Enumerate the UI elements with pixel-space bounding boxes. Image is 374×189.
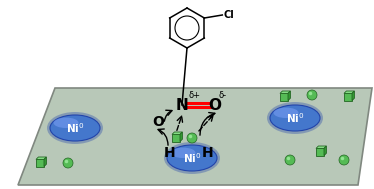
Polygon shape (280, 93, 288, 101)
Text: Ni$^0$: Ni$^0$ (183, 151, 201, 165)
Text: N: N (176, 98, 188, 112)
Circle shape (187, 133, 197, 143)
Circle shape (285, 155, 295, 165)
Polygon shape (316, 148, 324, 156)
Polygon shape (36, 159, 44, 167)
Text: H: H (164, 146, 176, 160)
Circle shape (307, 90, 317, 100)
Polygon shape (344, 91, 355, 93)
Polygon shape (44, 157, 46, 167)
Ellipse shape (267, 102, 323, 134)
Polygon shape (344, 93, 352, 101)
Polygon shape (324, 146, 327, 156)
Polygon shape (36, 157, 46, 159)
Ellipse shape (53, 118, 79, 128)
Circle shape (309, 92, 312, 95)
Ellipse shape (273, 108, 298, 118)
Text: Ni$^0$: Ni$^0$ (66, 121, 84, 135)
Circle shape (63, 158, 73, 168)
Text: Ni$^0$: Ni$^0$ (286, 111, 304, 125)
Circle shape (341, 157, 344, 160)
Polygon shape (18, 88, 372, 185)
Text: δ+: δ+ (189, 91, 201, 101)
Ellipse shape (167, 145, 217, 171)
Ellipse shape (171, 148, 196, 158)
Polygon shape (172, 132, 183, 134)
Ellipse shape (50, 115, 100, 141)
Text: O: O (208, 98, 221, 112)
Ellipse shape (47, 112, 103, 144)
Polygon shape (180, 132, 183, 142)
Circle shape (65, 160, 68, 163)
Polygon shape (288, 91, 290, 101)
Polygon shape (316, 146, 327, 148)
Text: H: H (202, 146, 214, 160)
Text: Cl: Cl (223, 10, 234, 20)
Ellipse shape (270, 105, 320, 131)
Polygon shape (352, 91, 355, 101)
Circle shape (189, 135, 192, 138)
Ellipse shape (164, 142, 220, 174)
Circle shape (287, 157, 290, 160)
Polygon shape (280, 91, 290, 93)
Circle shape (339, 155, 349, 165)
Text: δ-: δ- (219, 91, 227, 101)
Text: O: O (152, 115, 164, 129)
Polygon shape (172, 134, 180, 142)
